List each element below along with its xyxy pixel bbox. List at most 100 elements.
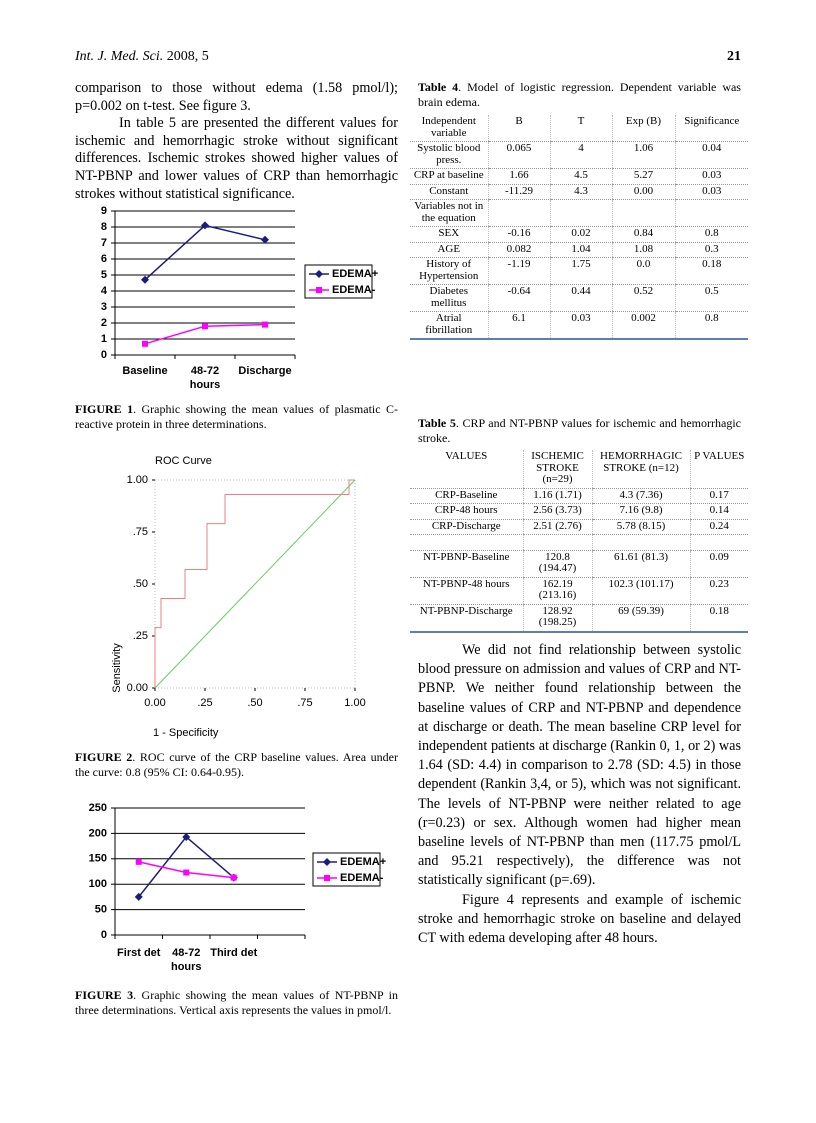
table-cell: 4.3 (7.36) [591, 488, 690, 504]
table-cell: -0.64 [487, 284, 550, 312]
table-cell [487, 199, 550, 227]
marker [315, 270, 323, 278]
table-cell: NT-PBNP-Baseline [410, 550, 523, 578]
table-row: Atrial fibrillation 6.1 0.03 0.002 0.8 [410, 311, 748, 340]
table-cell: 0.09 [689, 550, 748, 578]
table-cell: SEX [410, 226, 488, 243]
marker [183, 869, 190, 876]
table-cell: 7.16 (9.8) [591, 503, 690, 520]
x-tick-label: .25 [197, 697, 212, 709]
roc-line [154, 479, 356, 689]
y-tick-label: 8 [101, 221, 107, 233]
table-row: History of Hypertension -1.19 1.75 0.0 0.18 [410, 257, 748, 285]
table-cell: T [549, 115, 612, 142]
marker [141, 275, 149, 284]
table-cell: AGE [410, 242, 488, 258]
table-cell: 69 (59.39) [591, 604, 690, 633]
table-cell [674, 199, 748, 227]
y-tick-label: 200 [89, 827, 107, 839]
table-cell: 0.082 [487, 242, 550, 258]
table-cell: Constant [410, 184, 488, 200]
table-cell [611, 199, 675, 227]
table-cell: 0.44 [549, 284, 612, 312]
caption-label: FIGURE 1 [75, 402, 134, 416]
caption-label: FIGURE 2 [75, 750, 133, 764]
y-tick-label: 6 [101, 253, 107, 265]
marker [182, 832, 191, 841]
table-cell: Variables not in the equation [410, 199, 488, 227]
x-tick-label: 48-72 hours [190, 365, 221, 391]
table-cell: 0.065 [487, 141, 550, 169]
caption-label: Table 4 [418, 80, 459, 94]
y-axis-label: Sensitivity [111, 643, 123, 693]
y-tick-label: 0 [101, 929, 107, 941]
paragraph: Figure 4 represents and example of ische… [418, 891, 741, 947]
table: Independent variable B T Exp (B) Significanc… [410, 115, 748, 340]
table-caption: Table 5. CRP and NT-PBNP values for isch… [418, 416, 741, 446]
paragraph: comparison to those without edema (1.58 … [75, 80, 398, 114]
y-tick-label: .25 [133, 630, 148, 642]
marker [142, 340, 148, 347]
table-cell: NT-PBNP-Discharge [410, 604, 523, 633]
left-text: comparison to those without edema (1.58 … [75, 80, 398, 203]
table-cell: 128.92 (198.25) [522, 604, 592, 633]
table-row [410, 534, 748, 551]
table-cell: 0.03 [674, 184, 748, 200]
series-line [144, 224, 266, 281]
x-tick-label: 48-72 hours [171, 947, 202, 973]
x-tick-label: 1.00 [344, 697, 365, 709]
table-cell: 0.84 [611, 226, 675, 243]
table-cell: Exp (B) [611, 115, 675, 142]
table-cell: Systolic blood press. [410, 141, 488, 169]
marker [261, 235, 269, 244]
table-cell: 0.02 [549, 226, 612, 243]
table-cell: 0.8 [674, 226, 748, 243]
table-cell: 1.08 [611, 242, 675, 258]
table-cell: CRP-Discharge [410, 519, 523, 535]
table-cell [410, 534, 523, 551]
table-cell: 102.3 (101.17) [591, 577, 690, 605]
table-cell: CRP at baseline [410, 168, 488, 185]
table-cell: 0.3 [674, 242, 748, 258]
table-cell: 0.5 [674, 284, 748, 312]
table-cell: History of Hypertension [410, 257, 488, 285]
table-cell: -1.19 [487, 257, 550, 285]
table-cell: 1.16 (1.71) [522, 488, 592, 504]
table-cell: VALUES [410, 450, 523, 489]
caption-text: . Model of logistic regression. Dependen… [418, 80, 741, 109]
legend-label: EDEMA- [340, 872, 384, 884]
table-row: VALUES ISCHEMIC STROKE (n=29) HEMORRHAGIC … [410, 450, 748, 489]
legend-label: EDEMA+ [332, 268, 378, 280]
table-cell: 1.04 [549, 242, 612, 258]
figure-caption: FIGURE 2. ROC curve of the CRP baseline … [75, 750, 398, 780]
table-cell: 1.66 [487, 168, 550, 185]
table-row: Diabetes mellitus -0.64 0.44 0.52 0.5 [410, 284, 748, 312]
caption-text: . ROC curve of the CRP baseline values. … [75, 750, 398, 779]
table-cell: 0.03 [674, 168, 748, 185]
table-row: CRP-48 hours 2.56 (3.73) 7.16 (9.8) 0.14 [410, 503, 748, 520]
table-cell: 0.03 [549, 311, 612, 340]
table-cell: 5.78 (8.15) [591, 519, 690, 535]
table-row: CRP at baseline 1.66 4.5 5.27 0.03 [410, 168, 748, 185]
y-tick-label: 0.00 [127, 682, 148, 694]
table-row: Variables not in the equation [410, 199, 748, 227]
right-text: We did not find relationship between sys… [418, 641, 741, 948]
table-cell: 2.51 (2.76) [522, 519, 592, 535]
chart-title: ROC Curve [155, 455, 212, 467]
y-tick-label: 50 [95, 904, 107, 916]
figure-caption: FIGURE 3. Graphic showing the mean value… [75, 988, 398, 1018]
y-tick-label: .75 [133, 526, 148, 538]
table-cell: B [487, 115, 550, 142]
table-cell: 0.24 [689, 519, 748, 535]
table-cell: 4.5 [549, 168, 612, 185]
table-cell: -0.16 [487, 226, 550, 243]
table-row: NT-PBNP-Discharge 128.92 (198.25) 69 (59.3… [410, 604, 748, 633]
paragraph: We did not find relationship between sys… [418, 642, 741, 889]
table-cell: 2.56 (3.73) [522, 503, 592, 520]
table-cell: 4.3 [549, 184, 612, 200]
table-row: Constant -11.29 4.3 0.00 0.03 [410, 184, 748, 200]
caption-label: FIGURE 3 [75, 988, 134, 1002]
table-cell: 0.17 [689, 488, 748, 504]
